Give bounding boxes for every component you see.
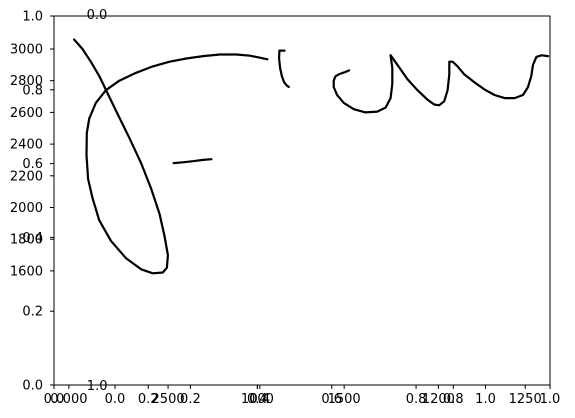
y-tick-label: 0.8 [22,83,43,98]
x-tick-label: 1200 [422,392,455,407]
x-tick-label: 1500 [328,392,361,407]
y-tick-label: 0.6 [22,157,43,172]
ink-strokes [73,38,550,275]
y-tick-label: 0.2 [22,305,43,320]
x-tick-label: 0.0 [105,392,126,407]
stroke-letter-f-loop [73,38,269,275]
y-overlay-tick-label: 2200 [10,169,43,184]
y-tick-label: 0.0 [22,379,43,394]
stroke-letter-o [332,54,394,114]
stroke-letter-f-crossbar [172,158,213,165]
x-tick-label: 1.0 [540,392,561,407]
x-tick-label: 0.6 [321,392,342,407]
y-overlay-tick-label: 2800 [10,74,43,89]
x-sub-tick-label: 1.0 [87,379,108,394]
stroke-letter-n [389,54,550,107]
axis-ticks [50,15,551,389]
plot-frame [53,15,551,386]
y-overlay-tick-label: 2400 [10,138,43,153]
x-tick-label: 0.2 [138,392,159,407]
x-tick-label: 0.4 [247,392,268,407]
x-tick-label: 0.0 [44,392,65,407]
y-overlay-tick-label: 3000 [10,43,43,58]
x-tick-label: 0.8 [443,392,464,407]
y-overlay-tick-label: 1600 [10,264,43,279]
y-tick-label: 1.0 [22,10,43,25]
x-tick-label: 1000 [241,392,274,407]
y-overlay-tick-label: 2000 [10,201,43,216]
x-tick-label: 0.8 [406,392,427,407]
x-tick-label: 0.4 [249,392,270,407]
x-tick-label: 0.000 [50,392,87,407]
tick-labels: 0.0 0.2 0.4 0.6 0.8 1.0 1600 1800 2000 2200 2400 26… [10,8,560,407]
x-tick-label: 1.0 [475,392,496,407]
x-tick-label: 0.2 [180,392,201,407]
x-tick-label: 1250 [509,392,542,407]
y-overlay-tick-label: 1800 [10,233,43,248]
stroke-letter-r [278,49,290,89]
y-overlay-tick-label: 2600 [10,106,43,121]
y-tick-label: 0.4 [22,231,43,246]
x-tick-label: 2500 [152,392,185,407]
